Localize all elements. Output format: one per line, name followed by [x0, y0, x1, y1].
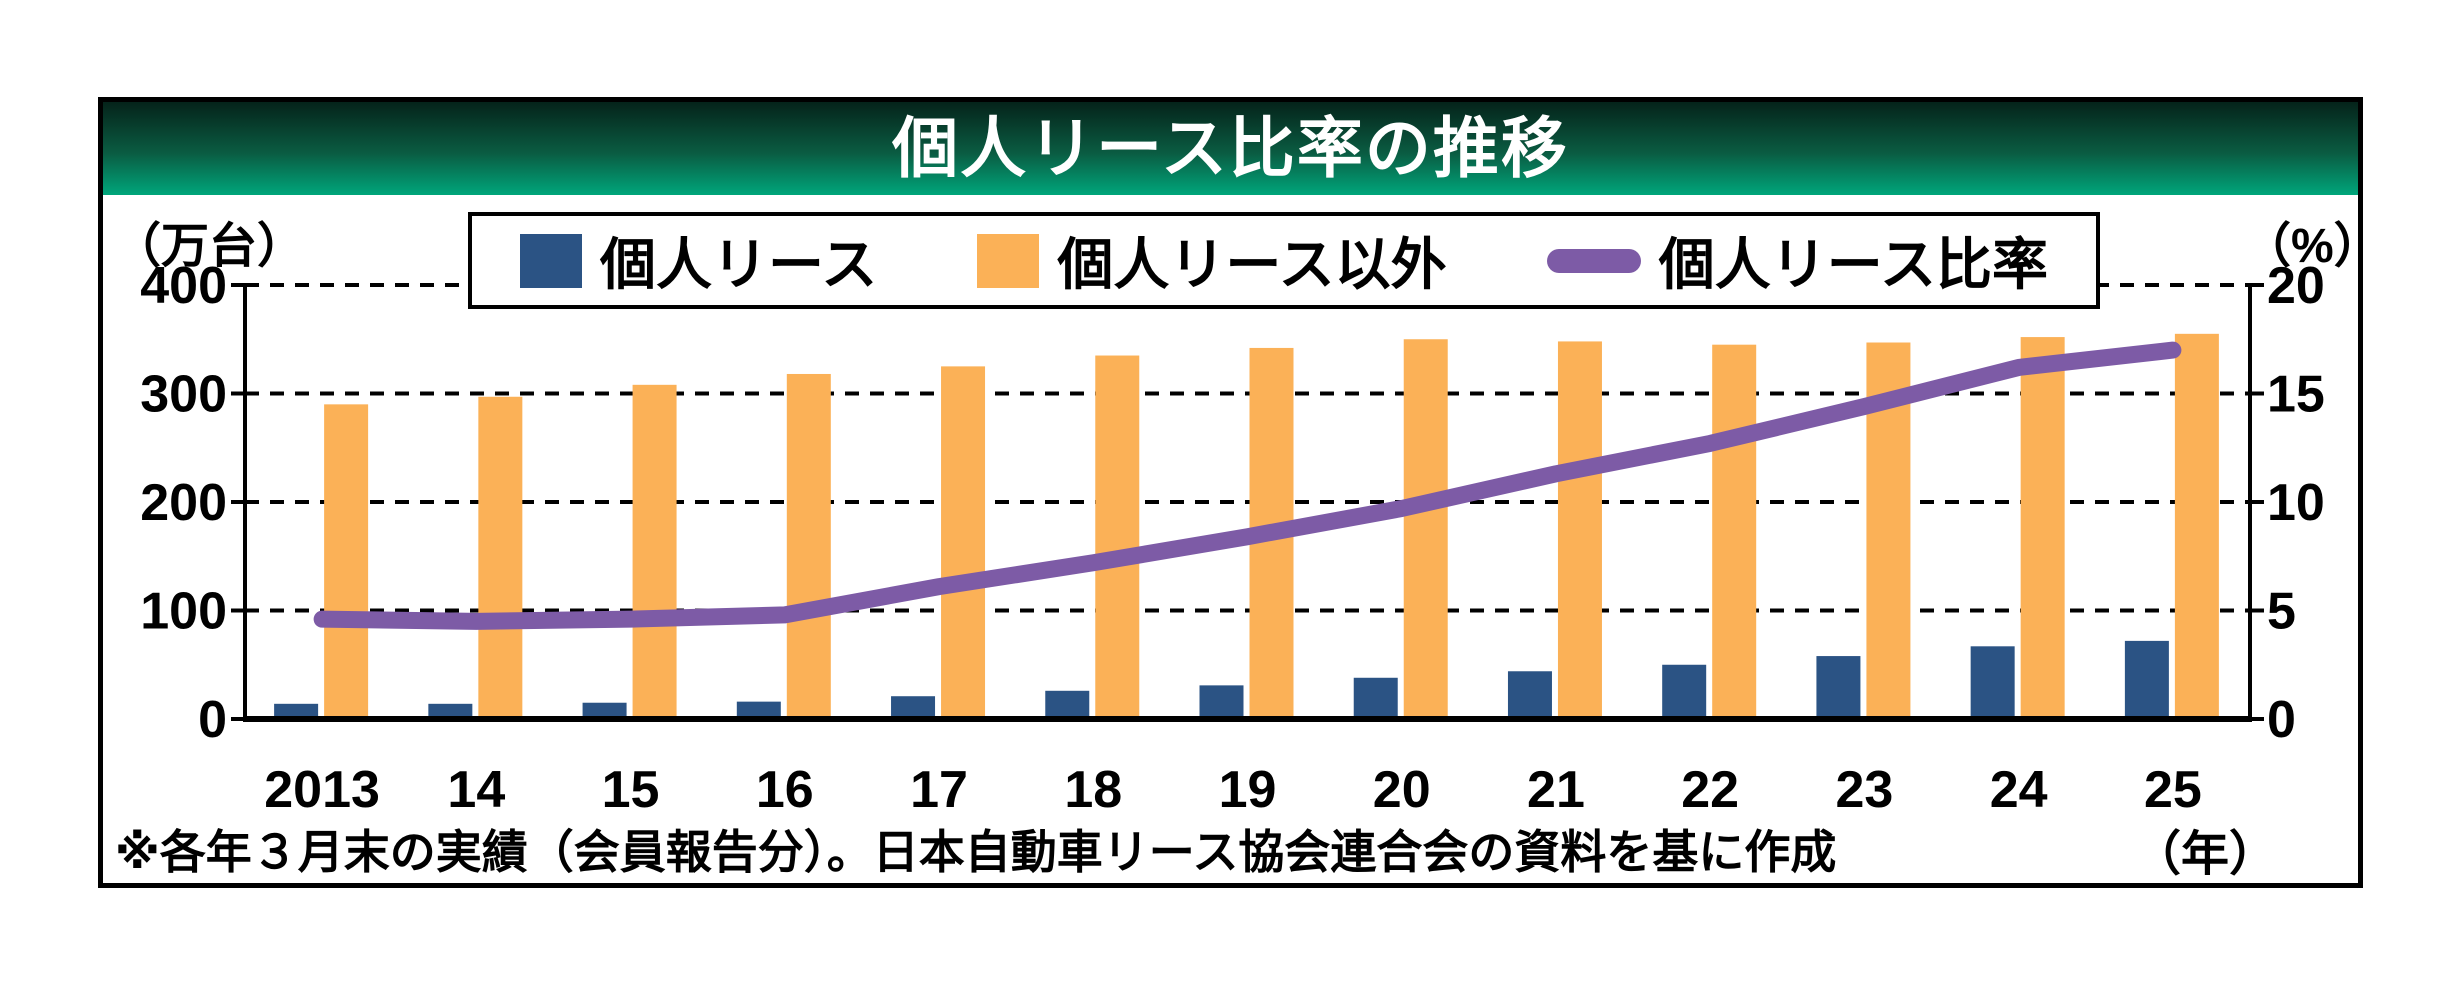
bar-non-personal-lease-15 [632, 384, 677, 719]
legend-line-swatch-personal-lease-ratio [1546, 248, 1641, 273]
y-tick-left-400: 400 [140, 257, 227, 315]
legend-item-personal-lease: 個人リース [520, 220, 877, 301]
x-label-18: 18 [1064, 761, 1122, 819]
legend-item-non-personal-lease: 個人リース以外 [977, 220, 1447, 301]
y-tick-right-20: 20 [2267, 257, 2325, 315]
legend-label-non-personal-lease: 個人リース以外 [1057, 233, 1447, 296]
bar-personal-lease-19 [1199, 685, 1244, 719]
bar-personal-lease-23 [1816, 656, 1861, 719]
legend-swatch-non-personal-lease [977, 233, 1040, 288]
legend-swatch-personal-lease [520, 233, 582, 288]
chart-panel: 個人リース比率の推移 （万台） （%） 個人リース 個人リース以外 個人リース比… [98, 97, 2382, 888]
legend-label-personal-lease: 個人リース [600, 233, 878, 296]
x-label-20: 20 [1373, 761, 1431, 819]
x-label-17: 17 [910, 761, 968, 819]
legend: 個人リース 個人リース以外 個人リース比率 [468, 212, 2100, 309]
x-label-15: 15 [602, 761, 660, 819]
x-label-14: 14 [447, 761, 505, 819]
chart-title-bar: 個人リース比率の推移 [103, 102, 2358, 195]
bar-non-personal-lease-2013 [324, 404, 369, 719]
bar-non-personal-lease-21 [1557, 341, 1602, 719]
plot-area: 400 300 200 100 0 20 15 10 5 0 2013 14 15 16 17 18 19 20 2… [140, 257, 2325, 819]
x-label-25: 25 [2144, 761, 2202, 819]
y-tick-right-10: 10 [2267, 474, 2325, 532]
x-label-24: 24 [1990, 761, 2048, 819]
bar-non-personal-lease-18 [1095, 355, 1140, 719]
y-tick-right-5: 5 [2267, 583, 2296, 641]
y-tick-right-15: 15 [2267, 366, 2325, 424]
bar-non-personal-lease-17 [941, 366, 986, 719]
bar-non-personal-lease-14 [478, 396, 523, 719]
x-label-2013: 2013 [264, 761, 380, 819]
bar-non-personal-lease-20 [1403, 339, 1448, 719]
x-label-21: 21 [1527, 761, 1585, 819]
bar-personal-lease-22 [1662, 664, 1707, 719]
bar-non-personal-lease-24 [2020, 337, 2065, 719]
chart-title: 個人リース比率の推移 [892, 111, 1569, 185]
bar-personal-lease-24 [1970, 646, 2015, 719]
bar-personal-lease-15 [582, 702, 627, 719]
x-label-23: 23 [1836, 761, 1894, 819]
y-tick-left-0: 0 [198, 691, 227, 749]
x-label-22: 22 [1681, 761, 1739, 819]
bar-personal-lease-25 [2124, 640, 2169, 719]
bar-personal-lease-18 [1045, 690, 1090, 719]
personal-lease-ratio-line [313, 341, 2182, 630]
y-tick-left-200: 200 [140, 474, 227, 532]
left-axis-unit: （万台） [113, 220, 306, 273]
y-tick-left-100: 100 [140, 583, 227, 641]
x-label-19: 19 [1219, 761, 1277, 819]
bar-personal-lease-21 [1507, 671, 1552, 719]
y-tick-left-300: 300 [140, 366, 227, 424]
bar-personal-lease-16 [736, 701, 781, 719]
right-axis-unit: （%） [2243, 220, 2382, 273]
bar-personal-lease-2013 [274, 703, 319, 719]
bar-non-personal-lease-25 [2174, 333, 2219, 719]
y-tick-right-0: 0 [2267, 691, 2296, 749]
bar-personal-lease-20 [1353, 677, 1398, 719]
bar-personal-lease-17 [891, 696, 936, 719]
x-axis-unit: （年） [2133, 828, 2278, 881]
bar-non-personal-lease-16 [786, 373, 831, 719]
source-footnote: ※各年３月末の実績（会員報告分）。日本自動車リース協会連合会の資料を基に作成 [115, 826, 1837, 878]
bar-non-personal-lease-22 [1712, 344, 1757, 719]
legend-label-personal-lease-ratio: 個人リース比率 [1658, 233, 2048, 296]
legend-item-personal-lease-ratio: 個人リース比率 [1546, 220, 2048, 301]
x-label-16: 16 [756, 761, 814, 819]
bar-personal-lease-14 [428, 703, 473, 719]
